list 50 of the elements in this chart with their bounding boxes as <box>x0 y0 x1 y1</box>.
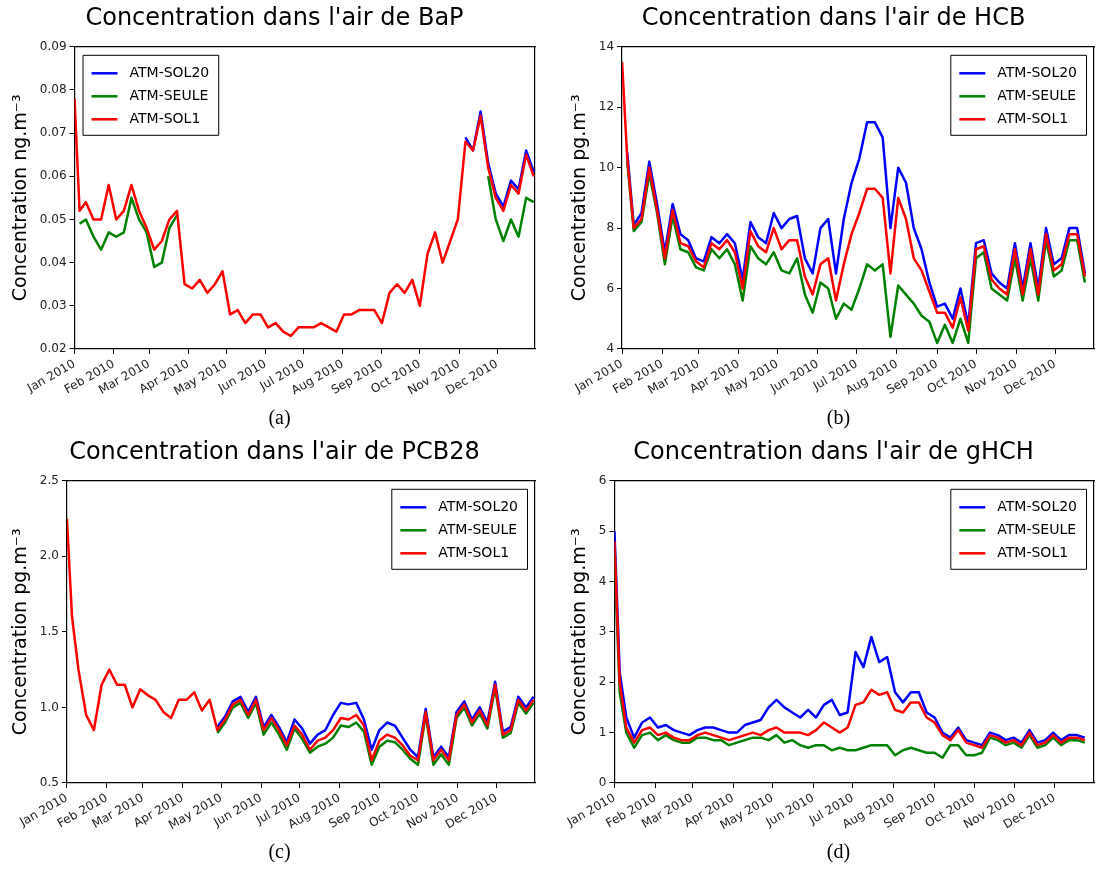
legend-label: ATM-SOL20 <box>129 63 210 80</box>
legend-label: ATM-SOL20 <box>438 497 519 514</box>
y-tick-label: 14 <box>598 38 615 53</box>
legend-label: ATM-SOL1 <box>438 543 510 560</box>
y-tick-label: 8 <box>606 220 615 235</box>
legend-label: ATM-SOL20 <box>997 63 1078 80</box>
legend-label: ATM-SEULE <box>129 86 209 103</box>
legend-label: ATM-SEULE <box>438 520 518 537</box>
y-axis-title: Concentration pg.m⁻³ <box>567 94 590 302</box>
chart-title: Concentration dans l'air de gHCH <box>633 436 1034 465</box>
y-tick-label: 6 <box>598 472 607 487</box>
y-tick-label: 0.04 <box>39 254 67 269</box>
y-tick-label: 6 <box>606 280 615 295</box>
text: (c) <box>268 839 291 865</box>
y-tick-label: 0.09 <box>39 38 67 53</box>
chart-title: Concentration dans l'air de BaP <box>85 2 464 31</box>
y-tick-label: 1.0 <box>39 699 59 714</box>
y-tick-label: 3 <box>598 624 607 638</box>
y-tick-label: 0.06 <box>39 168 67 183</box>
y-tick-label: 1 <box>598 724 607 739</box>
y-tick-label: 10 <box>598 159 615 174</box>
y-tick-label: 2 <box>598 674 607 689</box>
y-tick-label: 0.02 <box>39 341 67 356</box>
y-tick-label: 0.03 <box>39 297 67 312</box>
y-axis-title: Concentration pg.m⁻³ <box>8 528 31 736</box>
text: (d) <box>826 839 851 865</box>
y-tick-label: 12 <box>598 99 615 114</box>
legend-label: ATM-SOL1 <box>997 109 1069 126</box>
y-tick-label: 5 <box>598 523 607 538</box>
chart-title: Concentration dans l'air de PCB28 <box>69 436 480 465</box>
chart-title: Concentration dans l'air de HCB <box>641 2 1026 31</box>
text: (b) <box>826 405 851 431</box>
y-tick-label: 0.07 <box>39 125 67 140</box>
y-tick-label: 4 <box>606 341 615 356</box>
y-tick-label: 0.5 <box>39 775 59 790</box>
y-tick-label: 2.0 <box>39 548 59 563</box>
legend-label: ATM-SEULE <box>997 86 1077 103</box>
text: (a) <box>268 405 291 431</box>
legend-label: ATM-SOL1 <box>129 109 201 126</box>
legend-label: ATM-SOL1 <box>997 543 1069 560</box>
y-tick-label: 0.05 <box>39 211 67 226</box>
legend-label: ATM-SOL20 <box>997 497 1078 514</box>
legend-label: ATM-SEULE <box>997 520 1077 537</box>
y-tick-label: 1.5 <box>39 624 59 638</box>
y-tick-label: 0.08 <box>39 82 67 97</box>
y-tick-label: 4 <box>598 573 607 588</box>
y-axis-title: Concentration pg.m⁻³ <box>567 528 590 736</box>
y-tick-label: 0 <box>598 775 607 790</box>
y-axis-title: Concentration ng.m⁻³ <box>8 94 31 302</box>
y-tick-label: 2.5 <box>39 472 59 487</box>
